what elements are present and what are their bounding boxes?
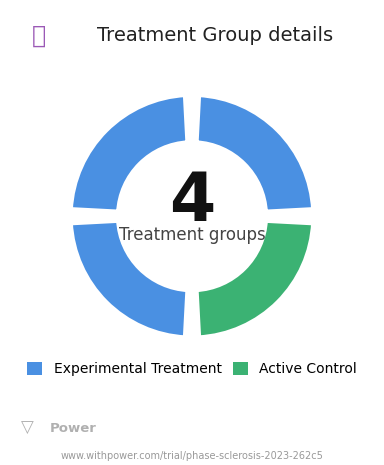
Text: www.withpower.com/trial/phase-sclerosis-2023-262c5: www.withpower.com/trial/phase-sclerosis-… <box>61 451 323 461</box>
Wedge shape <box>70 94 188 213</box>
Text: 4: 4 <box>169 169 215 234</box>
Wedge shape <box>196 94 314 213</box>
Text: Treatment Group details: Treatment Group details <box>97 26 333 45</box>
Text: 👥: 👥 <box>31 24 45 48</box>
Wedge shape <box>196 220 314 338</box>
Legend: Experimental Treatment, Active Control: Experimental Treatment, Active Control <box>27 362 357 376</box>
Wedge shape <box>70 220 188 338</box>
Text: Treatment groups: Treatment groups <box>119 226 265 244</box>
Text: Power: Power <box>50 422 96 435</box>
Text: ▽: ▽ <box>20 419 33 437</box>
